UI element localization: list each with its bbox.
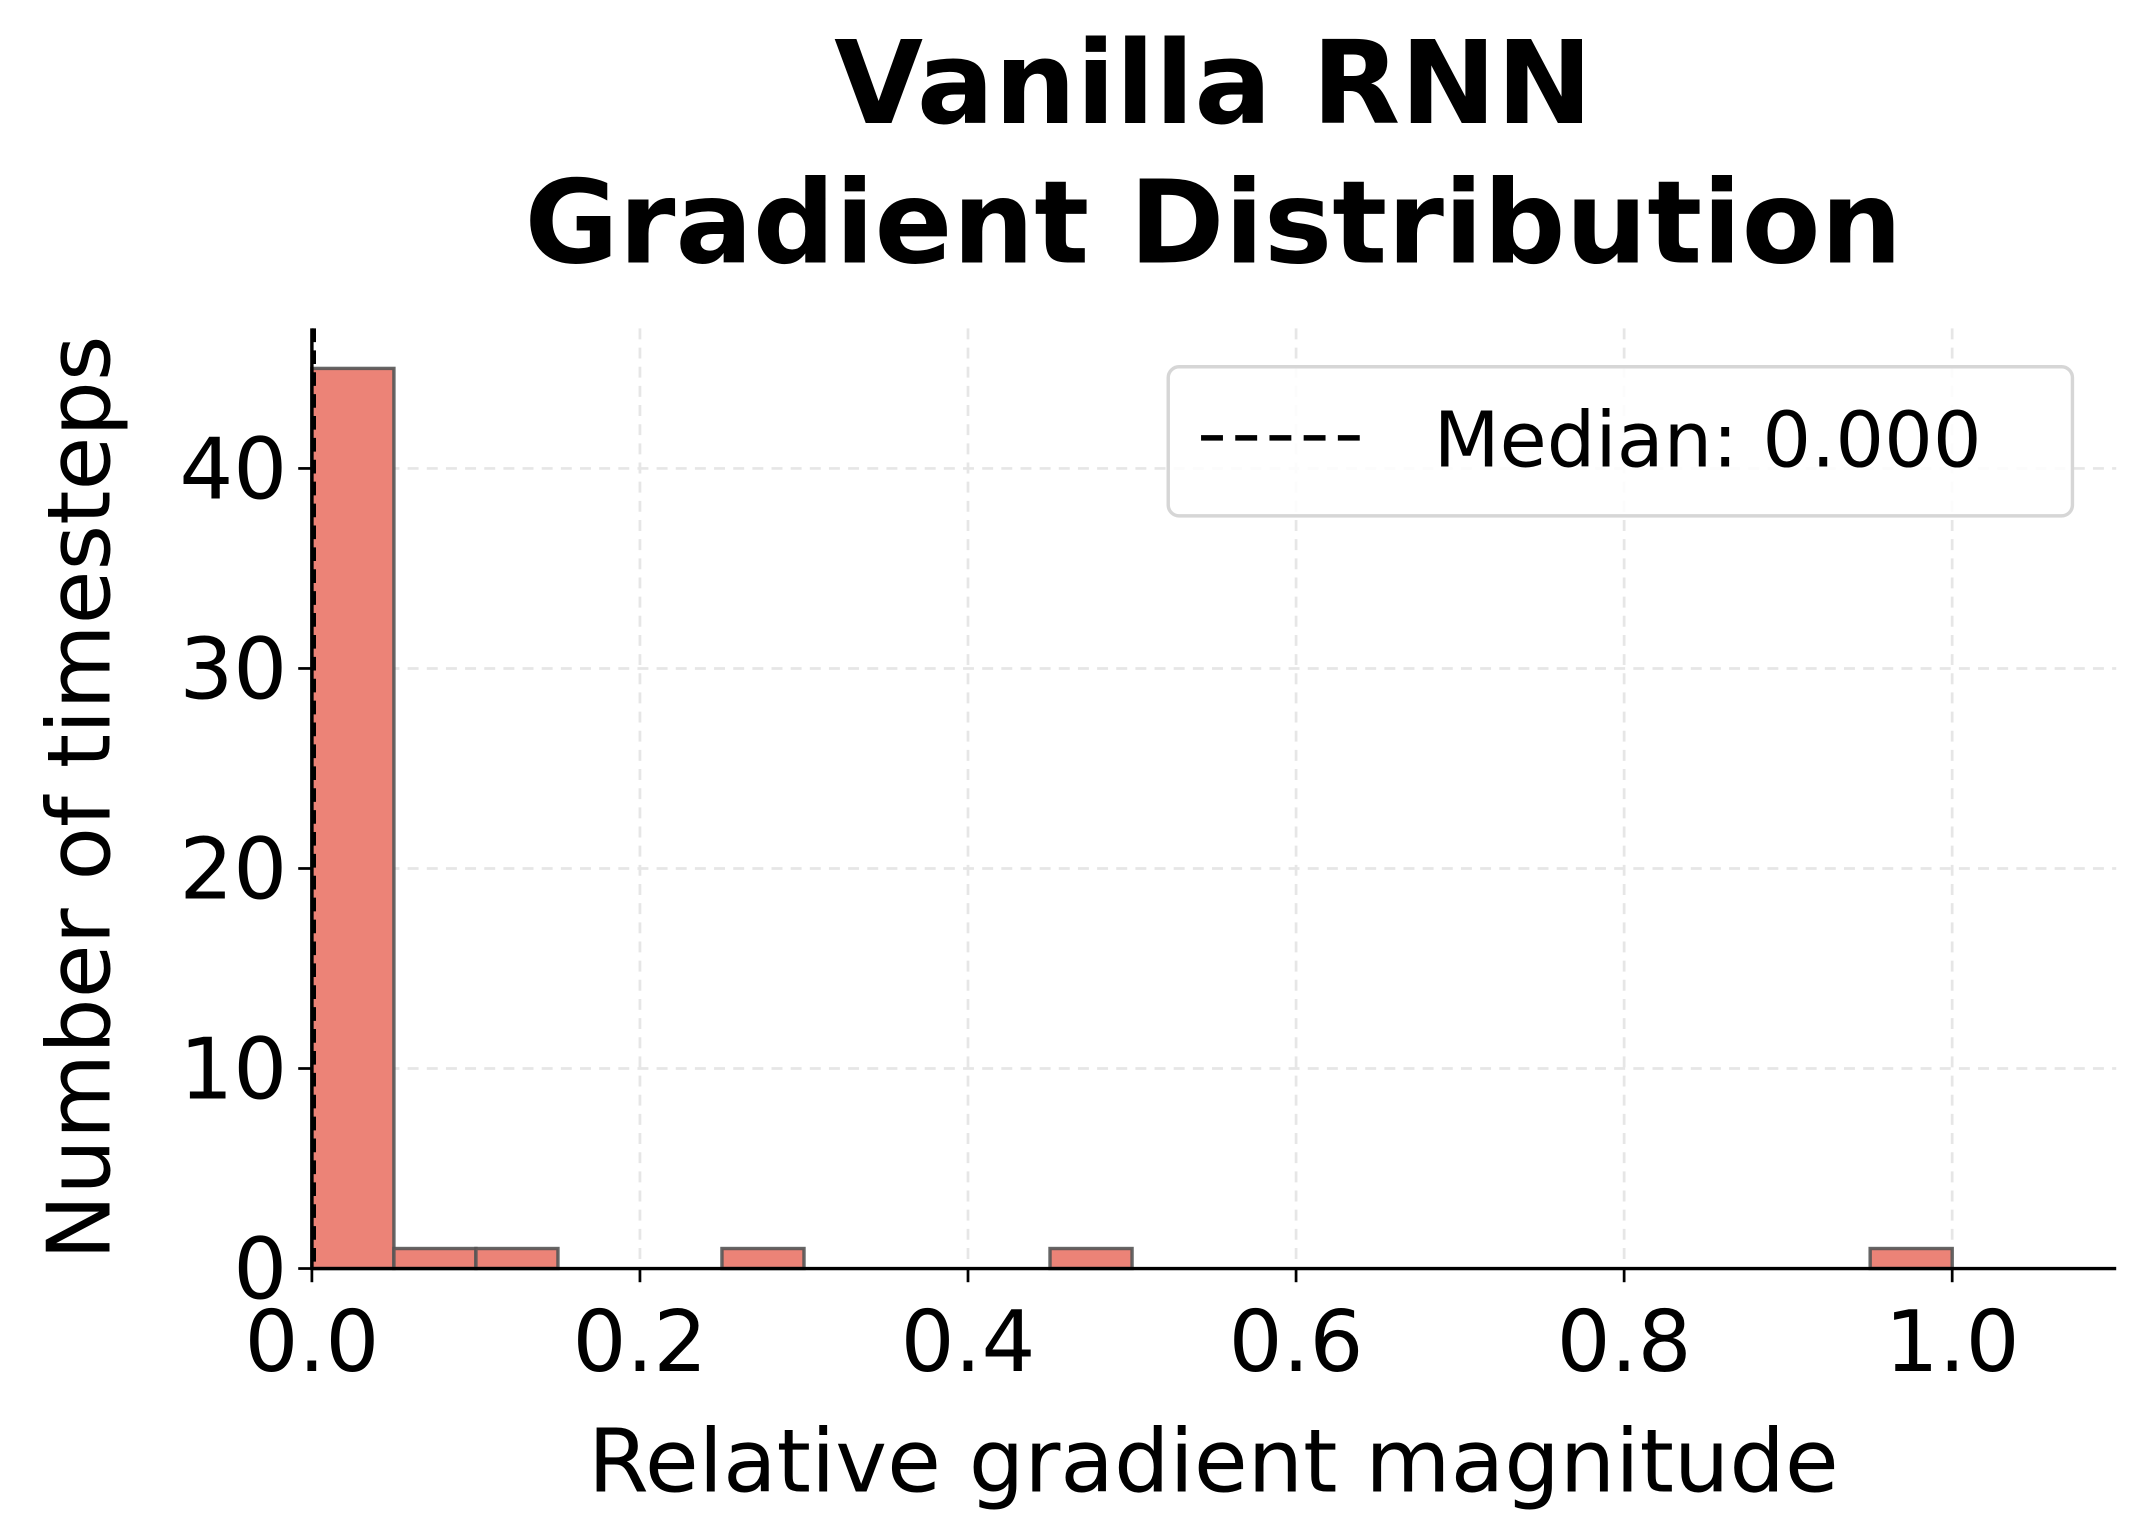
x-tick-label: 0.0 — [244, 1293, 379, 1392]
histogram-bar — [1048, 1246, 1134, 1271]
x-ticks: 0.0 0.2 0.4 0.6 0.8 1.0 — [244, 1268, 2020, 1392]
histogram-bar — [474, 1246, 560, 1271]
y-tick-label: 30 — [179, 621, 287, 720]
histogram-bar — [1868, 1246, 1954, 1271]
legend: Median: 0.000 — [1166, 365, 2075, 518]
y-tick-label: 20 — [179, 821, 287, 920]
x-axis-label: Relative gradient magnitude — [588, 1411, 1839, 1513]
y-tick-label: 40 — [179, 421, 287, 520]
y-tick-label: 10 — [179, 1021, 287, 1120]
y-tick-label: 0 — [233, 1221, 287, 1320]
y-axis-label: Number of timesteps — [28, 335, 130, 1260]
x-tick-label: 0.2 — [573, 1293, 708, 1392]
histogram-bar — [720, 1246, 806, 1271]
x-tick-label: 0.6 — [1229, 1293, 1364, 1392]
chart-title-line-1: Vanilla RNN — [834, 17, 1592, 151]
histogram-bar — [310, 366, 396, 1271]
y-ticks: 0 10 20 30 40 — [179, 421, 312, 1320]
x-tick-label: 0.8 — [1557, 1293, 1692, 1392]
x-tick-label: 0.4 — [901, 1293, 1036, 1392]
histogram-bar — [392, 1246, 478, 1271]
chart-title-line-2: Gradient Distribution — [524, 157, 1902, 291]
x-tick-label: 1.0 — [1885, 1293, 2020, 1392]
legend-median-label: Median: 0.000 — [1434, 397, 1982, 486]
legend-box — [1166, 365, 2075, 518]
